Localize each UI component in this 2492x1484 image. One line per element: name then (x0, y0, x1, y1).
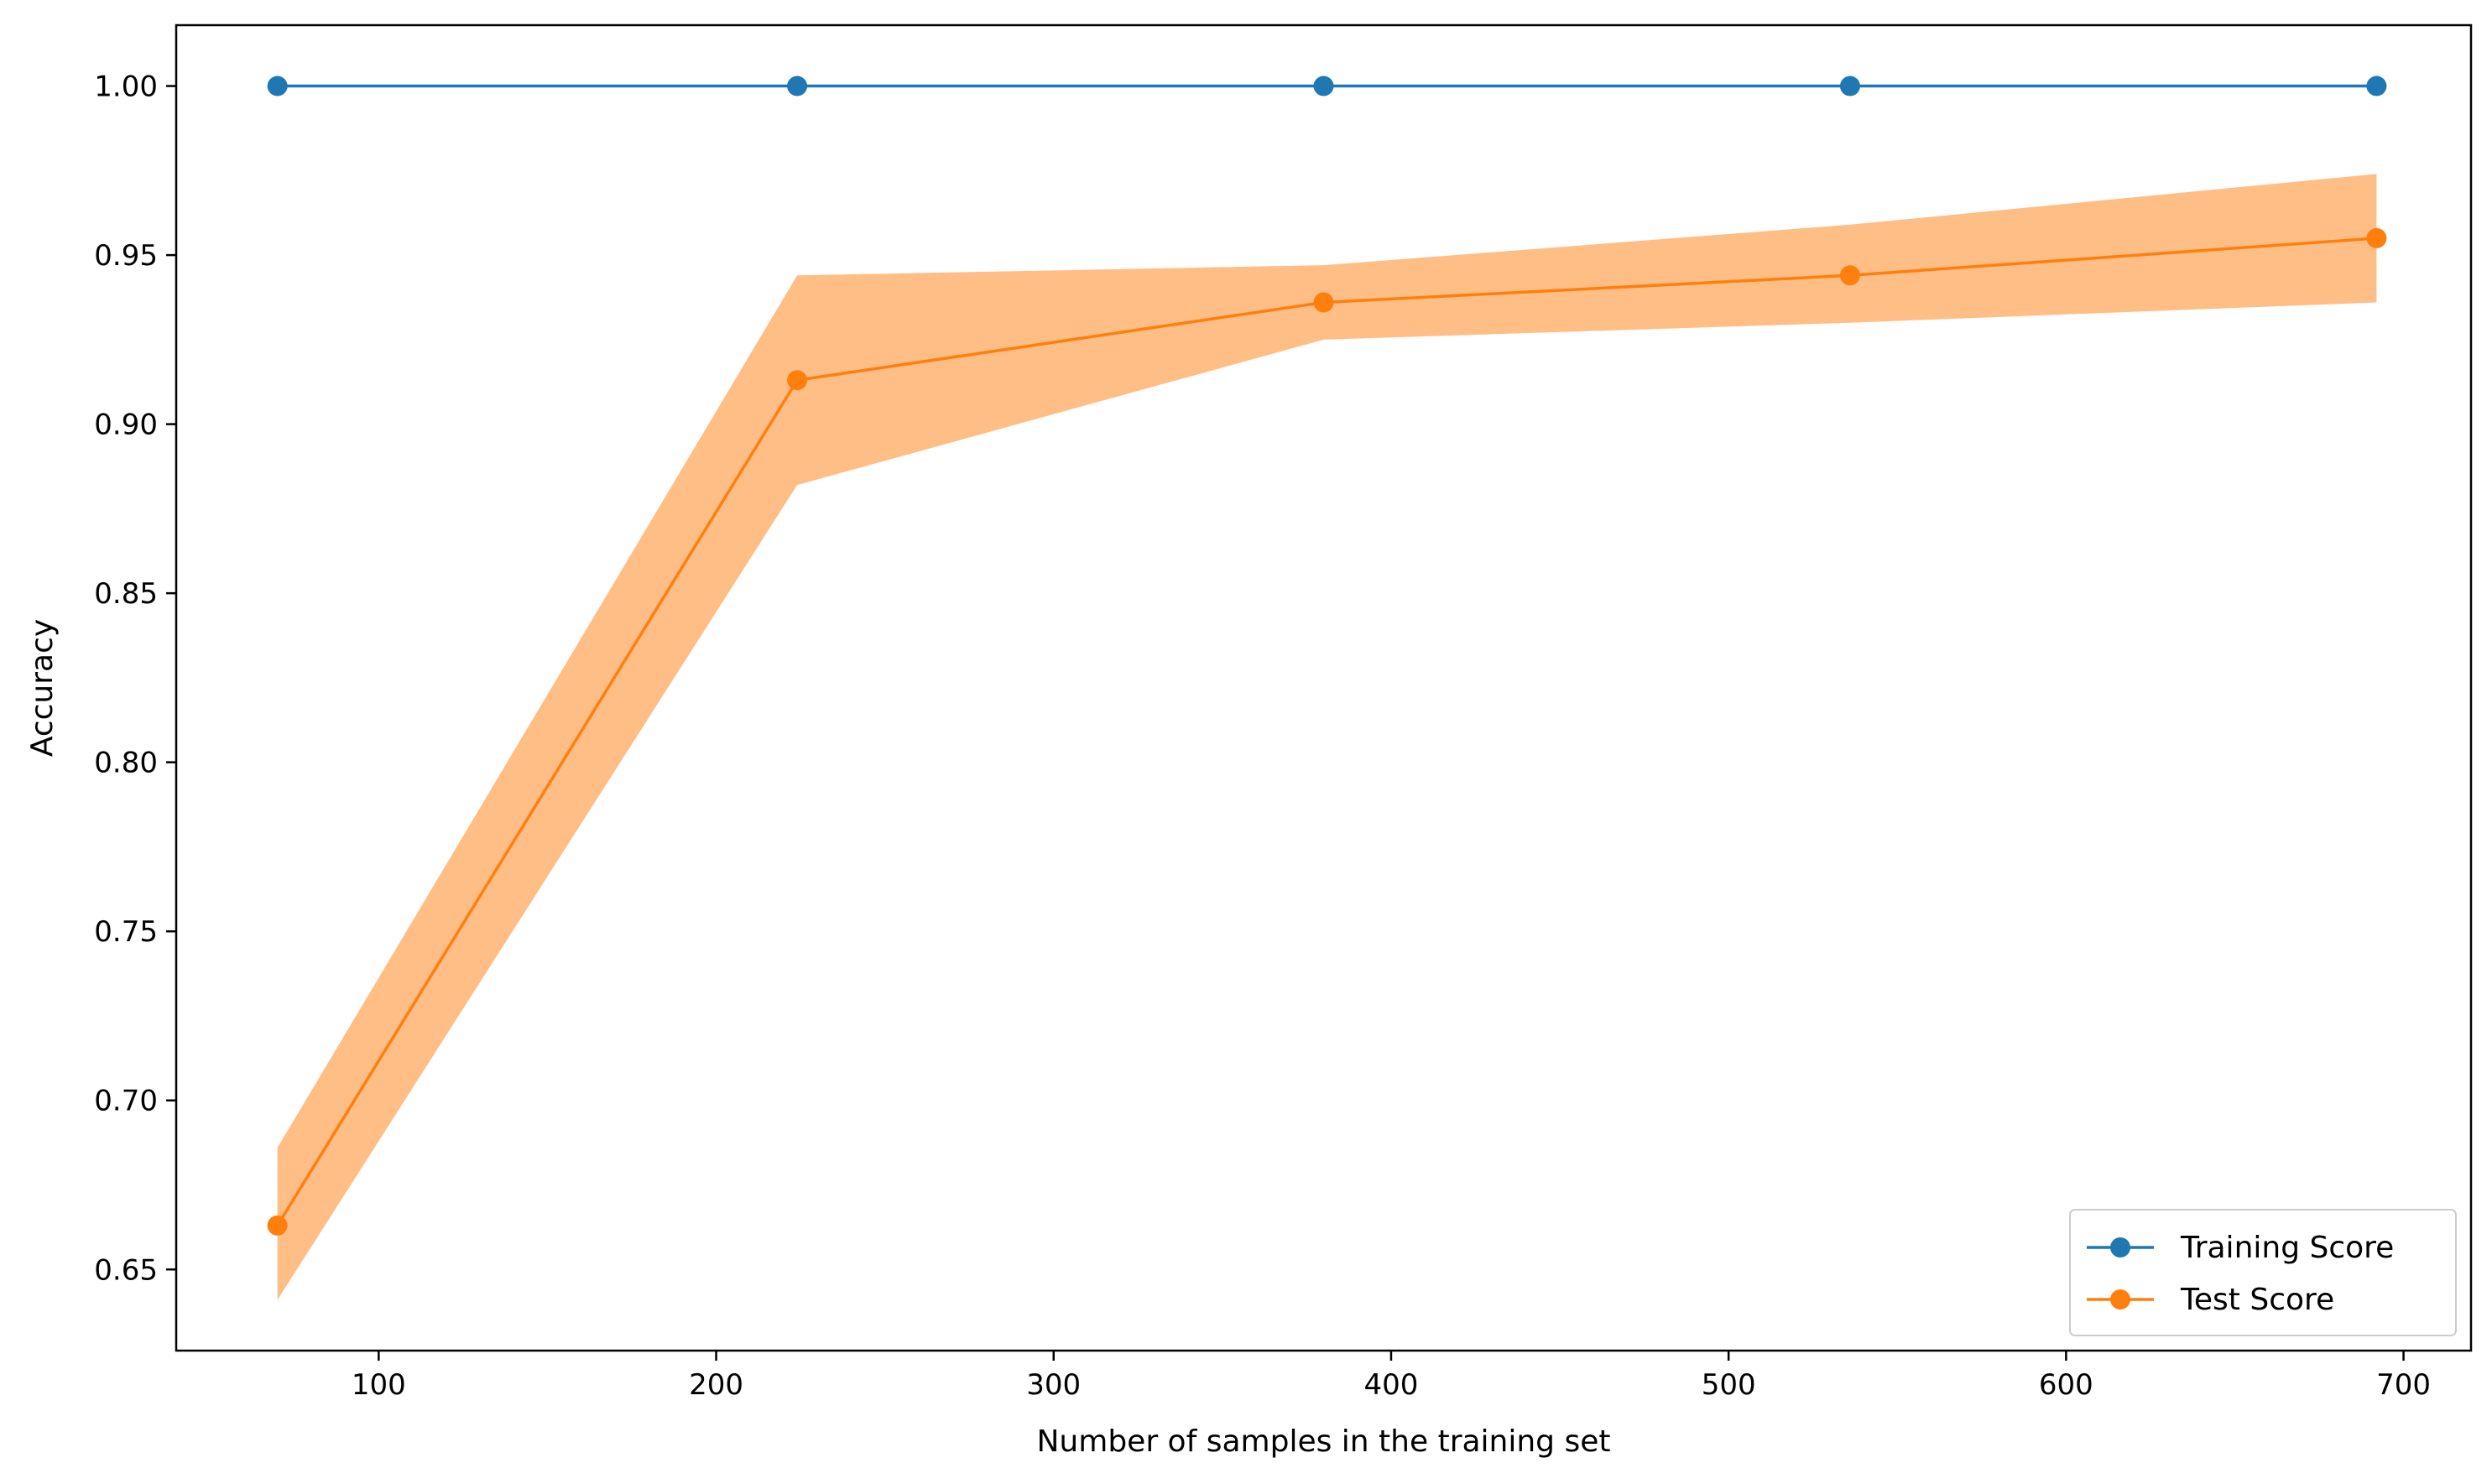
x-axis-ticks: 100 200 300 400 500 600 700 (352, 1351, 2431, 1402)
data-point-0-2 (1313, 76, 1334, 96)
data-point-0-3 (1839, 76, 1860, 96)
series-points (267, 76, 2387, 1236)
x-tick-label: 700 (2376, 1368, 2431, 1402)
x-tick-label: 500 (1702, 1368, 1756, 1402)
legend-marker-1 (2110, 1289, 2130, 1310)
y-tick-label: 0.75 (94, 915, 158, 949)
legend-label-1: Test Score (2180, 1283, 2334, 1317)
y-tick-label: 0.85 (94, 577, 158, 611)
x-tick-label: 400 (1363, 1368, 1418, 1402)
y-tick-label: 0.90 (94, 409, 158, 442)
y-axis-label: Accuracy (25, 619, 60, 757)
y-tick-label: 0.80 (94, 747, 158, 780)
y-tick-label: 0.70 (94, 1085, 158, 1118)
confidence-band-1 (277, 174, 2377, 1300)
x-tick-label: 300 (1026, 1368, 1081, 1402)
x-tick-label: 100 (352, 1368, 406, 1402)
legend-box (2069, 1209, 2457, 1336)
data-point-1-4 (2366, 227, 2387, 248)
data-point-1-3 (1839, 265, 1860, 286)
legend-label-0: Training Score (2180, 1231, 2394, 1265)
y-tick-label: 1.00 (94, 70, 158, 104)
legend: Training Score Test Score (2069, 1209, 2457, 1336)
x-axis-label: Number of samples in the training set (1037, 1424, 1611, 1459)
data-point-0-0 (267, 76, 288, 96)
y-tick-label: 0.95 (94, 239, 158, 273)
y-tick-label: 0.65 (94, 1253, 158, 1287)
x-tick-label: 200 (689, 1368, 743, 1402)
data-point-1-1 (787, 370, 808, 391)
confidence-bands (277, 174, 2377, 1300)
legend-marker-0 (2110, 1237, 2130, 1257)
data-point-1-0 (267, 1215, 288, 1236)
data-point-0-4 (2366, 76, 2387, 96)
y-axis-ticks: 0.65 0.70 0.75 0.80 0.85 0.90 0.95 1.00 (94, 70, 176, 1287)
data-point-0-1 (787, 76, 808, 96)
data-point-1-2 (1313, 292, 1334, 313)
x-tick-label: 600 (2039, 1368, 2093, 1402)
plot-frame (175, 23, 2473, 1352)
